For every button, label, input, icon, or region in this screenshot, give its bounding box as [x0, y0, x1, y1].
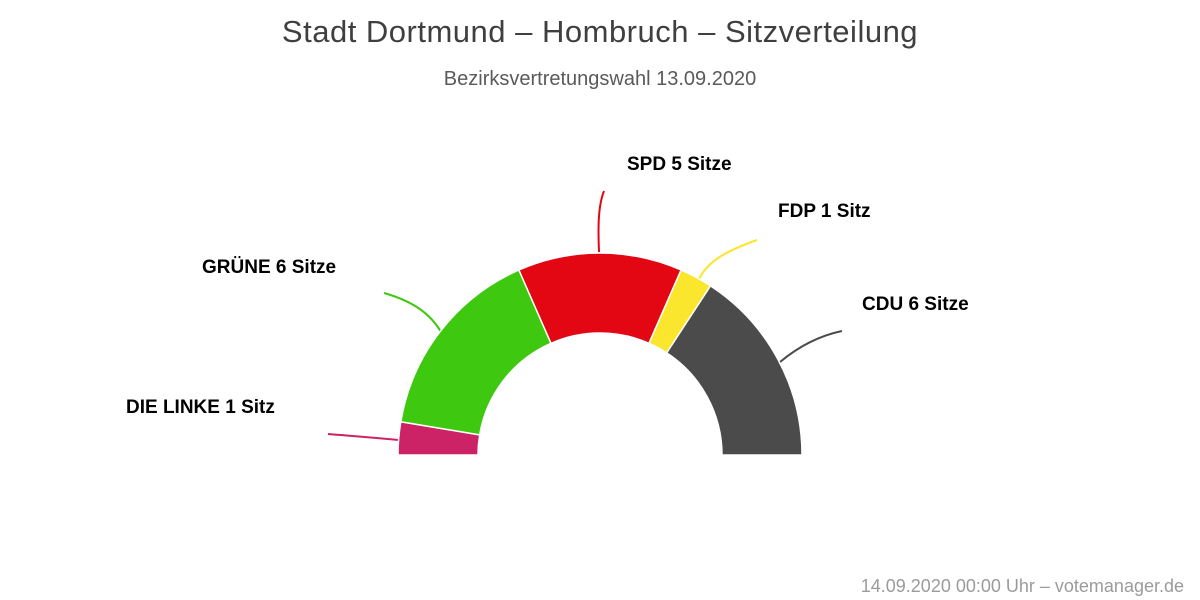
slice-gr-ne[interactable] [399, 269, 552, 436]
chart-subtitle: Bezirksvertretungswahl 13.09.2020 [443, 68, 757, 90]
chart-title: Stadt Dortmund – Hombruch – Sitzverteilu… [281, 14, 919, 49]
connector-fdp [698, 239, 758, 280]
seat-arc-slices [397, 252, 803, 456]
slice-label-spd: SPD 5 Sitze [627, 154, 732, 175]
connector-cdu [779, 330, 843, 363]
credits-line: 14.09.2020 00:00 Uhr – votemanager.de [860, 576, 1184, 596]
slice-label-die-linke: DIE LINKE 1 Sitz [126, 397, 275, 418]
slice-cdu[interactable] [665, 284, 803, 456]
label-connectors [327, 190, 843, 441]
slice-label-gr-ne: GRÜNE 6 Sitze [202, 257, 337, 278]
connector-die-linke [327, 433, 399, 441]
connector-gr-ne [383, 292, 442, 333]
connector-spd [597, 190, 605, 253]
slice-label-fdp: FDP 1 Sitz [778, 201, 871, 222]
slice-label-cdu: CDU 6 Sitze [862, 294, 969, 315]
